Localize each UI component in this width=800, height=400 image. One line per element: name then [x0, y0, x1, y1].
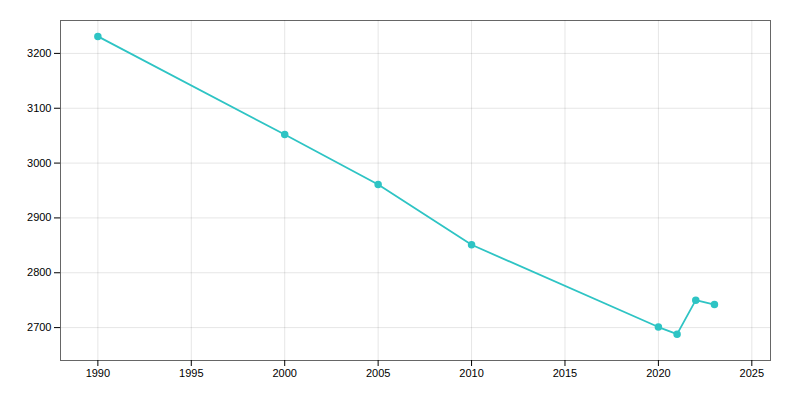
svg-text:2700: 2700 — [27, 321, 51, 333]
svg-text:1995: 1995 — [179, 367, 203, 379]
svg-text:2015: 2015 — [553, 367, 577, 379]
svg-text:1990: 1990 — [86, 367, 110, 379]
svg-text:3000: 3000 — [27, 157, 51, 169]
svg-text:2900: 2900 — [27, 211, 51, 223]
svg-text:2010: 2010 — [459, 367, 483, 379]
svg-text:2025: 2025 — [740, 367, 764, 379]
svg-text:2000: 2000 — [272, 367, 296, 379]
svg-text:2005: 2005 — [366, 367, 390, 379]
svg-text:2020: 2020 — [646, 367, 670, 379]
svg-text:3200: 3200 — [27, 47, 51, 59]
svg-text:3100: 3100 — [27, 102, 51, 114]
svg-text:2800: 2800 — [27, 266, 51, 278]
